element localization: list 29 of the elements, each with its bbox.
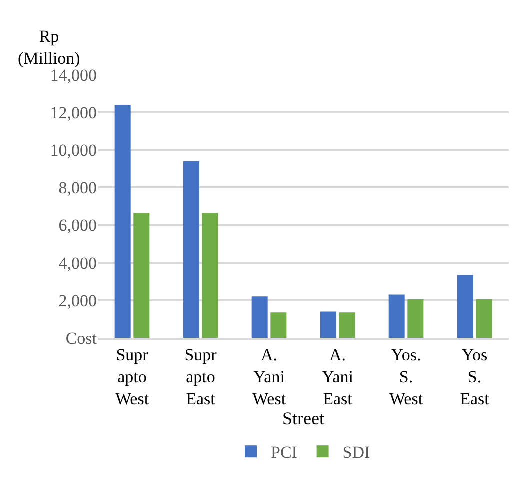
bar [476,299,492,338]
y-tick-label: 4,000 [58,254,97,273]
bar [252,296,268,338]
y-tick-label: Cost [66,328,98,348]
x-tick-label: Suprapto West [115,345,150,409]
bar [408,299,424,338]
bar [270,312,287,338]
x-tick-label: Yos. S. West [389,345,424,409]
y-tick-label: 2,000 [58,291,97,310]
bar [339,312,356,338]
x-axis-title: Street [282,408,324,429]
y-tick-label: 10,000 [50,141,97,160]
y-tick-label: 6,000 [58,216,97,236]
bar [320,312,336,338]
x-tick-label: Yos S. East [460,345,490,409]
x-tick-label: A. Yani East [322,345,354,409]
legend-label: PCI [271,443,298,462]
bar [134,213,150,338]
legend-label: SDI [342,443,371,462]
bar [457,275,474,338]
bar [183,161,200,338]
bar [114,105,131,338]
y-tick-label: 8,000 [58,178,97,198]
x-tick-label: Suprapto East [184,345,218,409]
bar [202,213,218,338]
y-axis-title: Rp (Million) [18,27,80,68]
x-tick-label: A. Yani West [252,345,286,409]
y-tick-label: 12,000 [50,104,97,123]
bar [388,294,405,338]
